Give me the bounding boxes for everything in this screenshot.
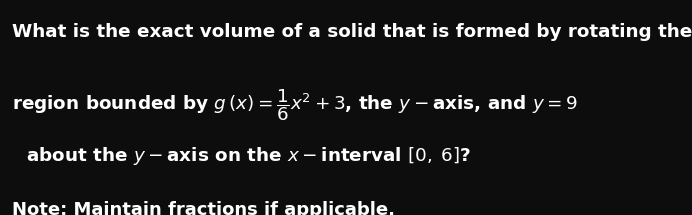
Text: What is the exact volume of a solid that is formed by rotating the: What is the exact volume of a solid that… (12, 23, 692, 41)
Text: about the $y-$axis on the $x-$interval $[0,\; 6]$?: about the $y-$axis on the $x-$interval $… (26, 145, 471, 167)
Text: region bounded by $g\,(x) = \dfrac{1}{6}x^2 + 3$, the $y-$axis, and $y = 9$: region bounded by $g\,(x) = \dfrac{1}{6}… (12, 87, 579, 123)
Text: Note: Maintain fractions if applicable.: Note: Maintain fractions if applicable. (12, 201, 395, 215)
